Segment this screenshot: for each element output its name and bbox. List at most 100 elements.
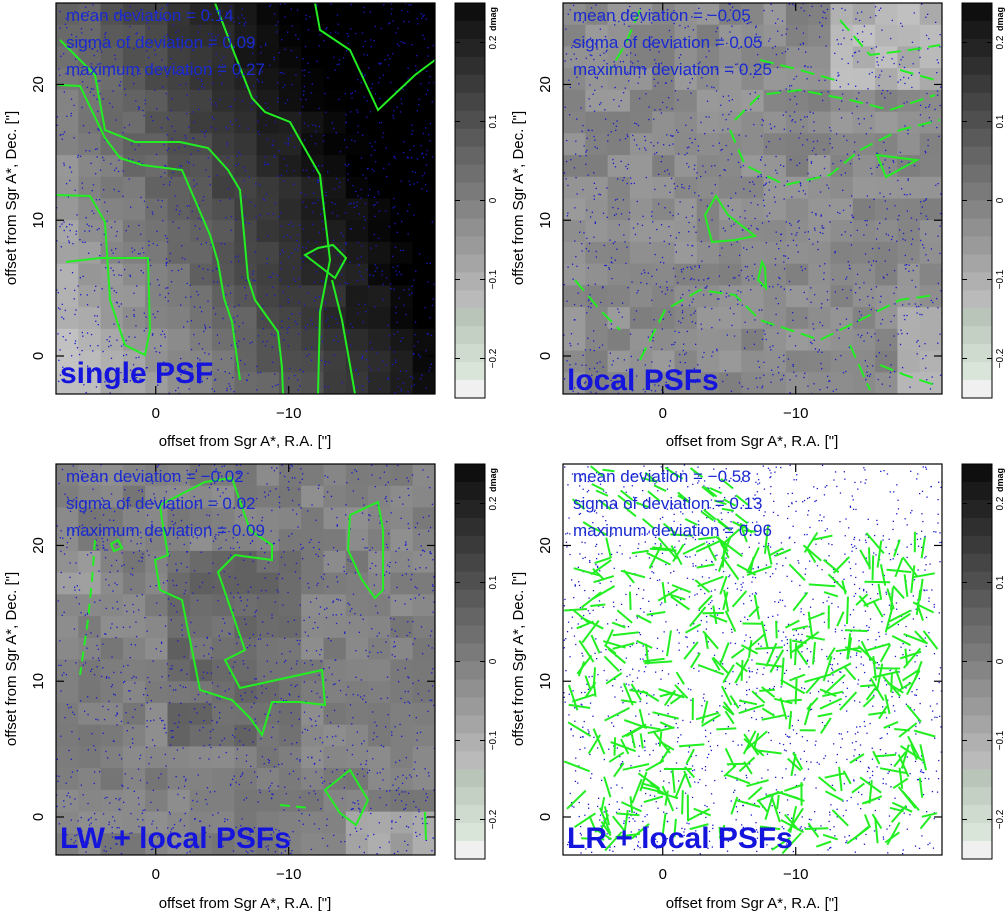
star-point xyxy=(711,219,712,220)
star-point xyxy=(406,573,407,574)
heatmap-cell xyxy=(212,264,235,286)
star-point xyxy=(239,125,240,126)
star-point xyxy=(333,240,334,241)
star-point xyxy=(210,747,211,748)
star-point xyxy=(357,280,358,281)
heatmap-cell xyxy=(101,90,124,112)
star-point xyxy=(582,250,583,251)
star-point xyxy=(612,207,613,208)
star-point xyxy=(82,336,83,337)
star-point xyxy=(66,183,67,184)
heatmap-cell xyxy=(279,264,302,286)
star-point xyxy=(796,232,797,233)
heatmap-cell xyxy=(212,90,235,112)
star-point xyxy=(891,58,892,59)
star-point xyxy=(294,620,295,621)
star-point xyxy=(187,161,188,162)
star-point xyxy=(701,324,702,325)
star-point xyxy=(894,205,895,206)
star-point xyxy=(802,144,803,145)
heatmap-cell xyxy=(368,681,391,703)
star-point xyxy=(185,590,186,591)
heatmap-cell xyxy=(853,177,876,199)
star-point xyxy=(671,290,672,291)
star-point xyxy=(661,112,662,113)
star-point xyxy=(147,631,148,632)
heatmap-cell xyxy=(719,372,742,394)
heatmap-cell xyxy=(123,616,146,638)
star-point xyxy=(336,336,337,337)
star-point xyxy=(865,253,866,254)
star-point xyxy=(920,201,921,202)
star-point xyxy=(96,545,97,546)
star-point xyxy=(851,195,852,196)
star-point xyxy=(890,93,891,94)
star-point xyxy=(928,106,929,107)
star-point xyxy=(231,358,232,359)
star-point xyxy=(769,182,770,183)
star-point xyxy=(244,167,245,168)
heatmap-cell xyxy=(630,112,653,134)
star-point xyxy=(176,570,177,571)
star-point xyxy=(386,501,387,502)
star-point xyxy=(287,332,288,333)
star-point xyxy=(693,279,694,280)
star-point xyxy=(319,126,320,127)
star-point xyxy=(311,849,312,850)
star-point xyxy=(194,708,195,709)
star-point xyxy=(835,359,836,360)
star-point xyxy=(745,135,746,136)
star-point xyxy=(680,322,681,323)
heatmap-cell xyxy=(390,746,413,768)
star-point xyxy=(711,166,712,167)
star-point xyxy=(87,332,88,333)
heatmap-cell xyxy=(390,133,413,155)
star-point xyxy=(790,159,791,160)
star-point xyxy=(291,313,292,314)
heatmap-cell xyxy=(190,551,213,573)
star-point xyxy=(144,330,145,331)
colorbar-swatch xyxy=(455,21,485,40)
star-point xyxy=(316,61,317,62)
star-point xyxy=(169,812,170,813)
star-point xyxy=(142,819,143,820)
star-point xyxy=(255,183,256,184)
star-point xyxy=(600,102,601,103)
star-point xyxy=(304,70,305,71)
star-point xyxy=(210,647,211,648)
star-point xyxy=(611,303,612,304)
heatmap-cell xyxy=(875,3,898,25)
star-point xyxy=(280,262,281,263)
star-point xyxy=(271,334,272,335)
star-point xyxy=(88,749,89,750)
star-point xyxy=(371,689,372,690)
star-point xyxy=(323,141,324,142)
heatmap-cell xyxy=(413,790,436,812)
star-point xyxy=(114,189,115,190)
heatmap-cell xyxy=(279,551,302,573)
star-point xyxy=(349,262,350,263)
star-point xyxy=(302,261,303,262)
star-point xyxy=(171,603,172,604)
heatmap-cell xyxy=(123,220,146,242)
heatmap-cell xyxy=(563,220,586,242)
star-point xyxy=(215,313,216,314)
star-point xyxy=(642,225,643,226)
star-point xyxy=(300,605,301,606)
star-point xyxy=(922,358,923,359)
star-point xyxy=(118,262,119,263)
star-point xyxy=(142,810,143,811)
star-point xyxy=(775,23,776,24)
star-point xyxy=(92,489,93,490)
star-point xyxy=(807,66,808,67)
star-point xyxy=(250,103,251,104)
star-point xyxy=(306,170,307,171)
star-point xyxy=(415,586,416,587)
star-point xyxy=(907,333,908,334)
star-point xyxy=(811,163,812,164)
heatmap-cell xyxy=(346,372,369,394)
y-tick-label: 10 xyxy=(30,212,47,229)
heatmap-cell xyxy=(652,329,675,351)
star-point xyxy=(245,692,246,693)
